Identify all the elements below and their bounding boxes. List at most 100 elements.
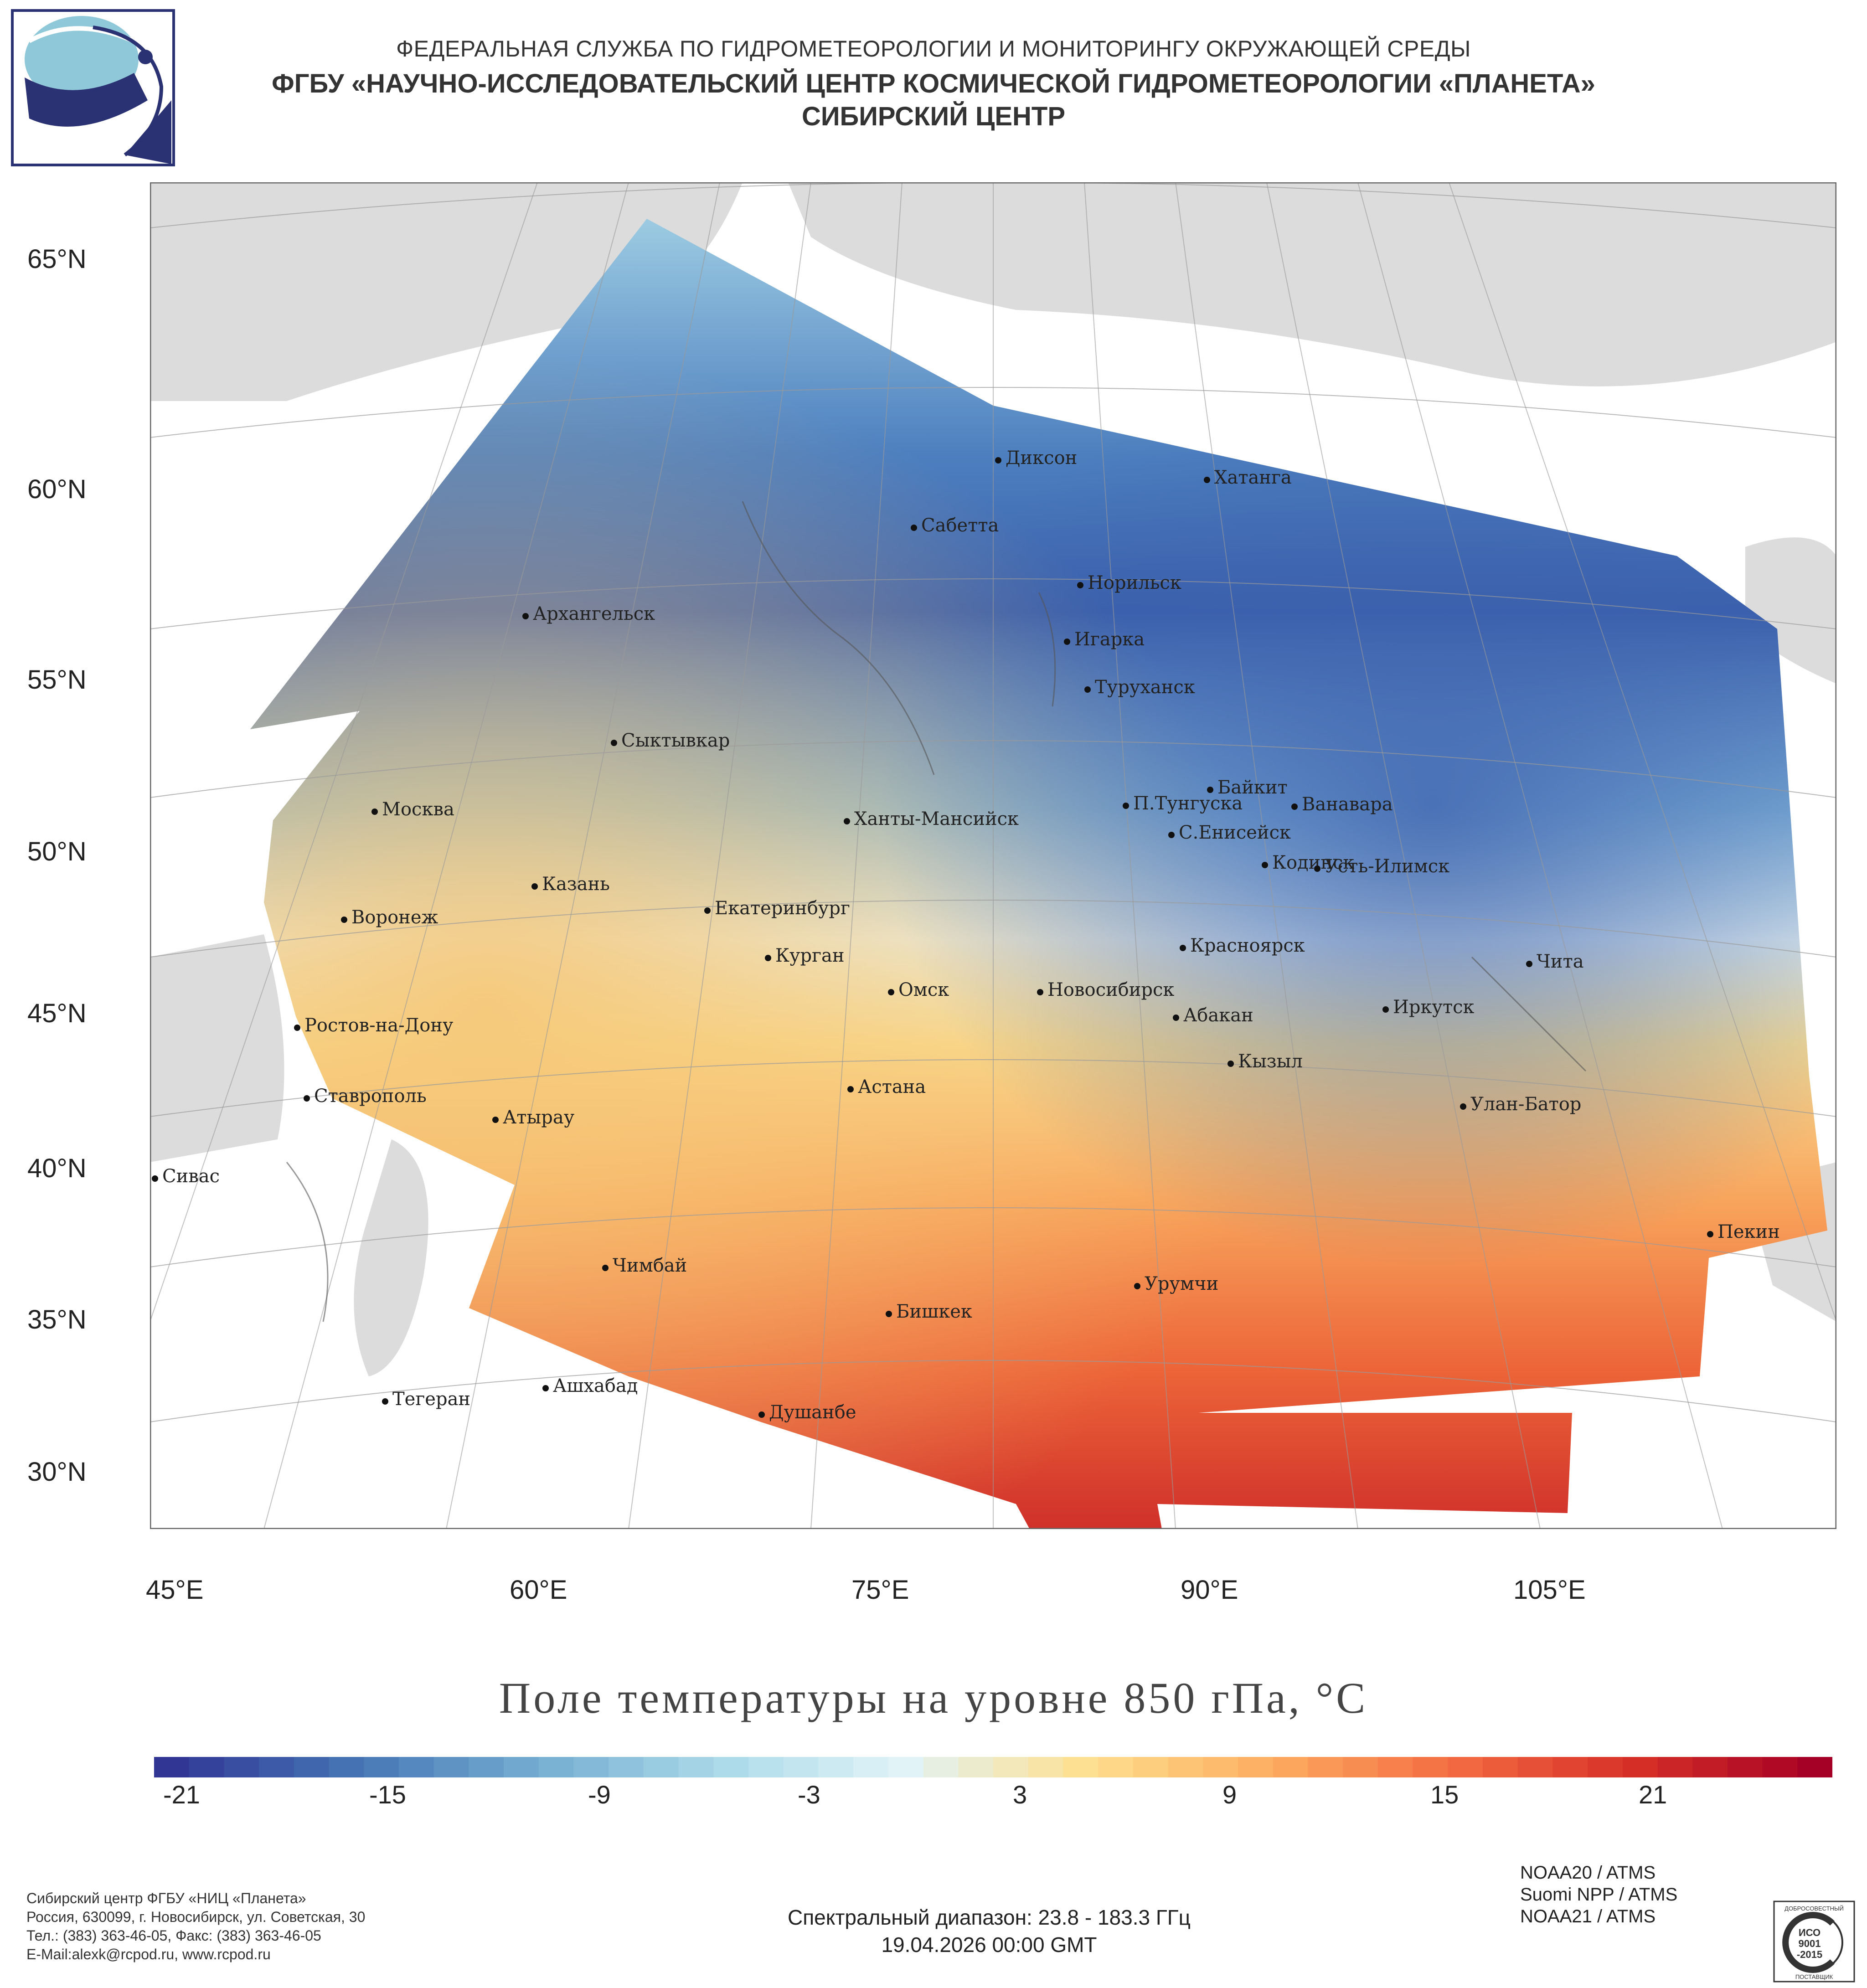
city-label: Чимбай [613,1255,687,1276]
city-marker [1460,1103,1466,1110]
city-label: Ванавара [1302,794,1393,815]
colorbar-cell [1063,1757,1099,1777]
colorbar-cell [993,1757,1029,1777]
colorbar-cell [1377,1757,1413,1777]
observation-datetime: 19.04.2026 00:00 GMT [881,1933,1097,1957]
temperature-map [150,182,1836,1529]
city-marker [1064,639,1070,645]
city-marker [602,1265,609,1271]
footer-phone: Тел.: (383) 363-46-05, Факс: (383) 363-4… [26,1927,321,1944]
city-marker [1227,1061,1234,1067]
city-label: Туруханск [1095,677,1195,698]
city-marker [888,989,894,995]
colorbar-cell [958,1757,994,1777]
svg-text:9001: 9001 [1799,1938,1821,1949]
colorbar-cell [609,1757,644,1777]
chart-title: Поле температуры на уровне 850 гПа, °С [499,1674,1368,1722]
city-label: Усть-Илимск [1325,856,1450,877]
city-label: Ханты-Мансийск [854,809,1019,829]
city-label: П.Тунгуска [1133,793,1243,814]
planeta-logo [11,9,175,166]
header-center: СИБИРСКИЙ ЦЕНТР [801,102,1066,131]
city-label: Кодинск [1272,852,1355,873]
lon-label-90: 90°E [1181,1575,1238,1605]
city-label: Астана [858,1076,926,1097]
sensor-item: NOAA21 / ATMS [1520,1906,1656,1926]
colorbar-cell [853,1757,889,1777]
city-label: Сыктывкар [621,730,730,751]
colorbar-cell [1727,1757,1763,1777]
sensor-item: NOAA20 / ATMS [1520,1863,1656,1883]
header-agency: ФЕДЕРАЛЬНАЯ СЛУЖБА ПО ГИДРОМЕТЕОРОЛОГИИ … [396,36,1471,62]
colorbar-tick: 9 [1222,1780,1237,1809]
colorbar-tick: -15 [369,1780,406,1809]
city-label: Урумчи [1145,1273,1219,1294]
city-label: С.Енисейск [1179,822,1291,843]
lat-label-40: 40°N [27,1154,87,1183]
city-label: Кызыл [1238,1051,1303,1072]
city-marker [294,1025,300,1031]
colorbar-cell [364,1757,399,1777]
city-marker [1291,803,1298,810]
lat-label-35: 35°N [27,1305,87,1334]
colorbar-cell [538,1757,574,1777]
svg-text:ИСО: ИСО [1799,1927,1821,1938]
city-marker [886,1311,892,1317]
colorbar-cell [1168,1757,1203,1777]
city-label: Бишкек [896,1301,972,1322]
city-label: Пекин [1717,1221,1780,1242]
city-marker [704,907,711,914]
city-label: Екатеринбург [715,898,850,919]
lat-label-50: 50°N [27,837,87,866]
lat-label-30: 30°N [27,1457,87,1487]
city-marker [1262,862,1268,868]
colorbar-cell [1133,1757,1169,1777]
colorbar [154,1757,1832,1777]
city-marker [371,809,378,815]
city-marker [1382,1006,1389,1013]
city-marker [1168,832,1175,838]
city-marker [911,525,917,531]
header-institute: ФГБУ «НАУЧНО-ИССЛЕДОВАТЕЛЬСКИЙ ЦЕНТР КОС… [272,69,1595,98]
city-label: Архангельск [533,603,655,624]
city-label: Ставрополь [314,1086,427,1107]
city-marker [542,1385,549,1391]
colorbar-cell [818,1757,854,1777]
lon-label-45: 45°E [146,1575,204,1605]
colorbar-cell [469,1757,504,1777]
city-marker [341,917,347,923]
city-marker [995,457,1001,464]
city-marker [1707,1231,1713,1237]
city-label: Иркутск [1393,997,1475,1018]
colorbar-cell [224,1757,259,1777]
city-label: Душанбе [769,1402,856,1423]
city-marker [531,883,538,890]
colorbar-tick: 3 [1013,1780,1027,1809]
colorbar-cell [398,1757,434,1777]
colorbar-cell [1238,1757,1274,1777]
colorbar-cell [1448,1757,1483,1777]
city-marker [1037,989,1043,995]
city-label: Игарка [1074,629,1145,650]
colorbar-cell [504,1757,539,1777]
colorbar-cell [1028,1757,1064,1777]
city-marker [765,955,771,961]
colorbar-cell [154,1757,190,1777]
city-label: Сивас [162,1166,220,1187]
colorbar-cell [1622,1757,1658,1777]
city-marker [1123,803,1129,809]
city-label: Москва [382,799,454,820]
city-marker [611,740,617,746]
colorbar-cell [573,1757,609,1777]
colorbar-cell [1762,1757,1798,1777]
colorbar-cell [1203,1757,1238,1777]
iso-top-text: ДОБРОСОВЕСТНЫЙ [1784,1905,1844,1912]
colorbar-cell [1343,1757,1378,1777]
city-label: Курган [775,945,845,966]
sensor-item: Suomi NPP / ATMS [1520,1885,1678,1905]
colorbar-cell [1797,1757,1832,1777]
city-label: Диксон [1006,448,1078,469]
colorbar-cell [1657,1757,1693,1777]
colorbar-cell [783,1757,819,1777]
city-marker [1207,787,1213,793]
